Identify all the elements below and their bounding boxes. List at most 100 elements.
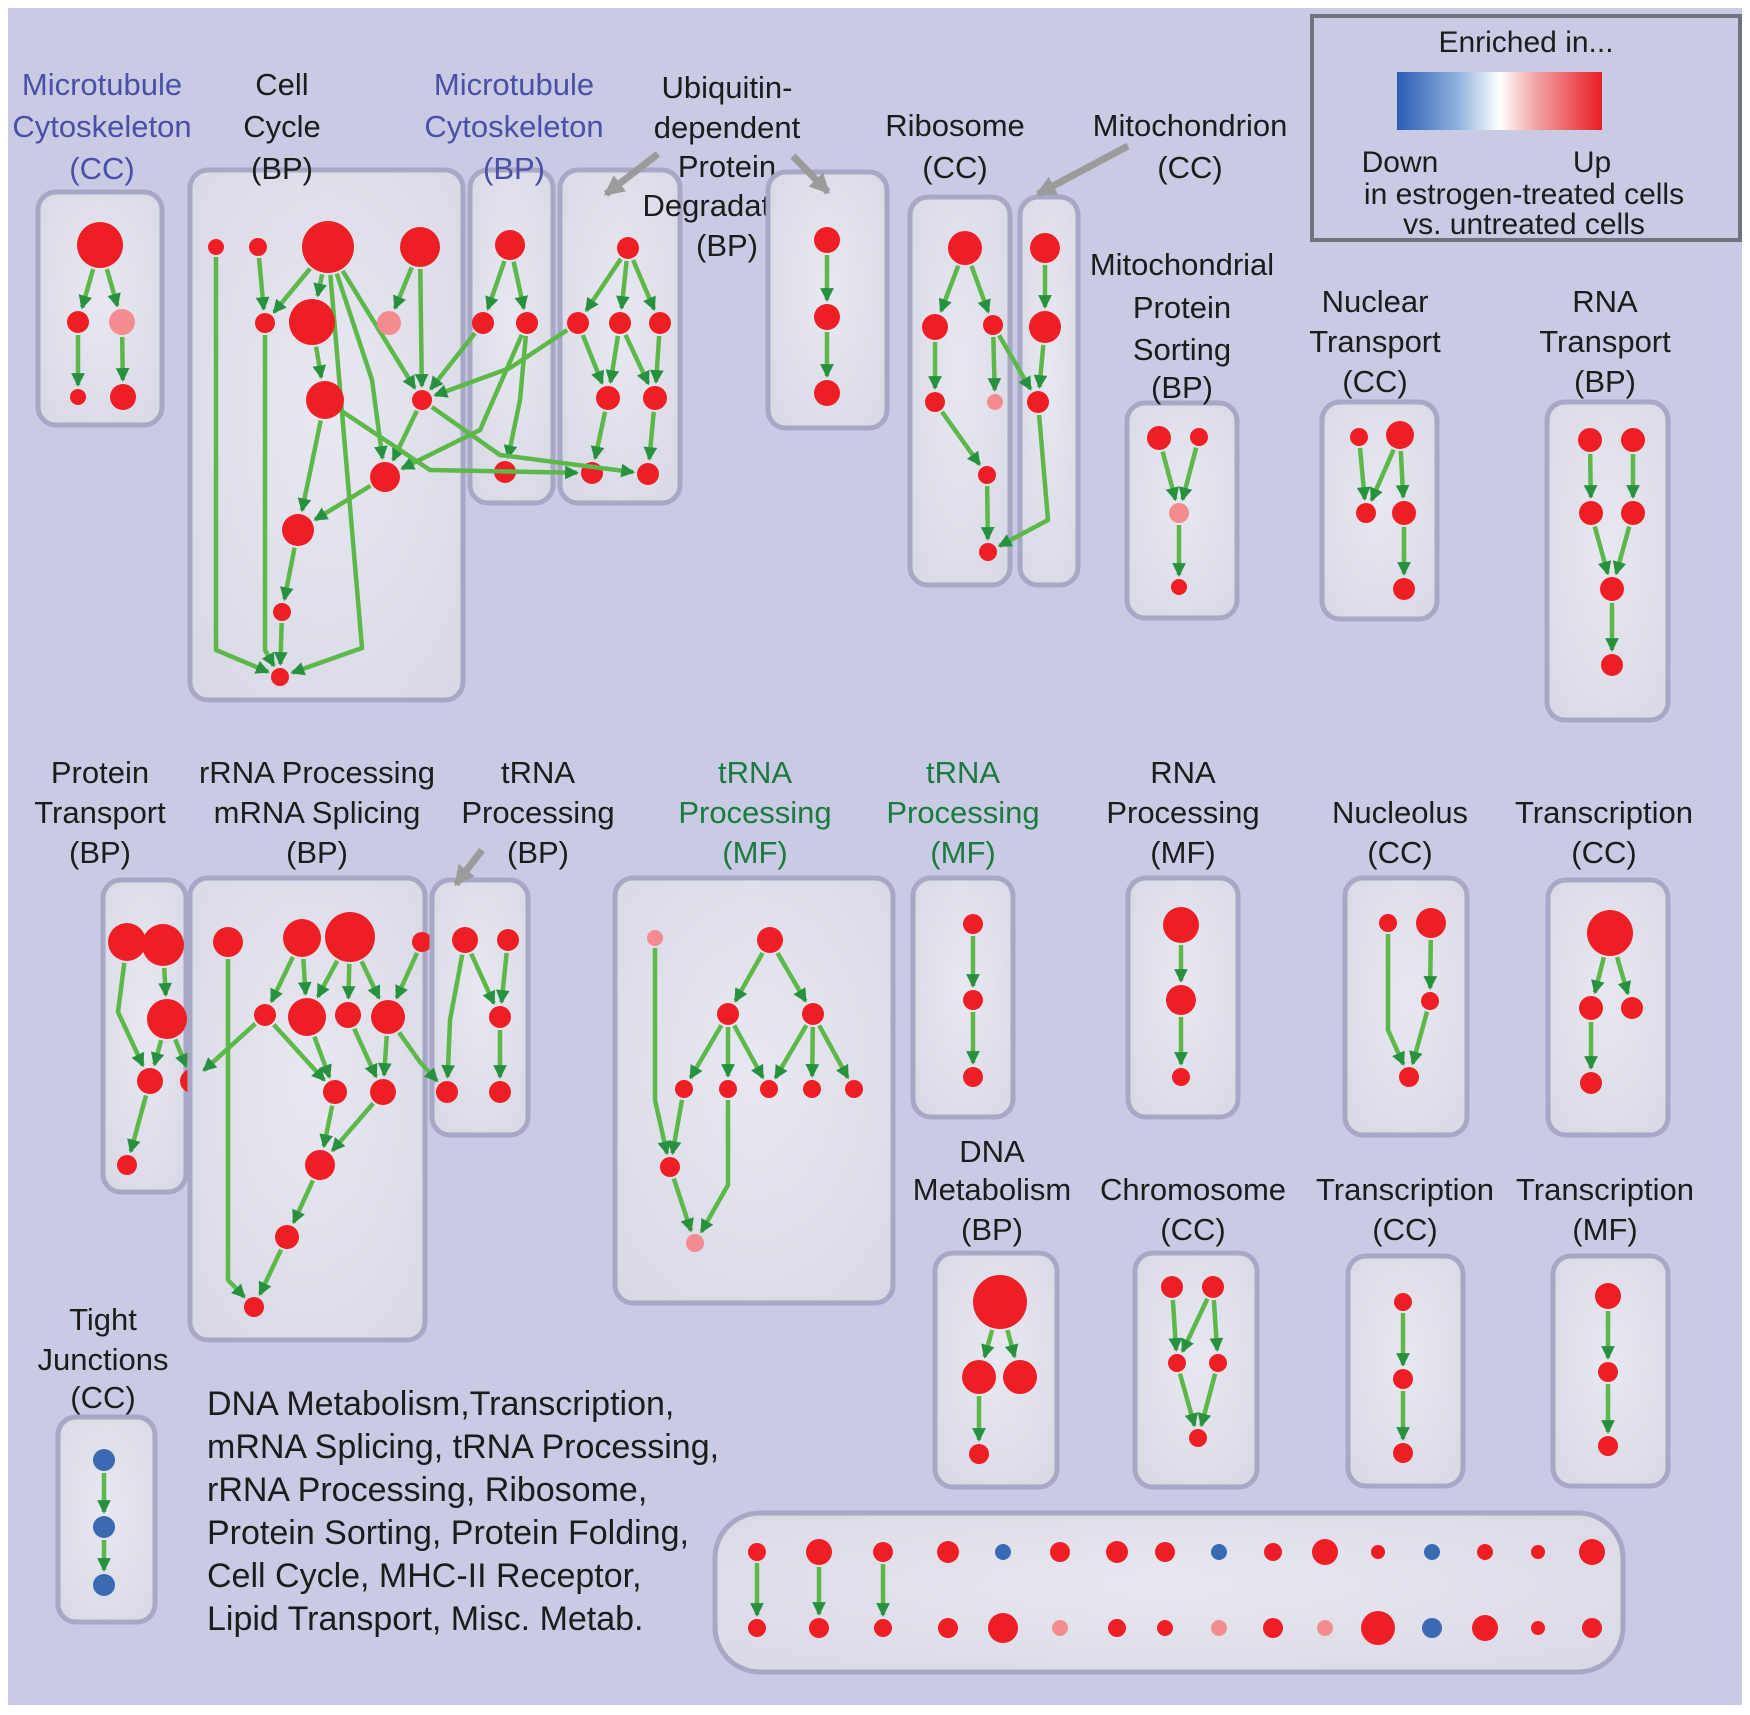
- edge-arrow: [257, 1248, 284, 1297]
- go-term-node: [1399, 1067, 1419, 1087]
- cross-edge-arrow: [397, 1031, 439, 1083]
- legend-gradient-bar: [1397, 72, 1602, 130]
- cluster-label: Chromosome (CC): [1100, 1172, 1286, 1247]
- go-term-node: [117, 1155, 137, 1175]
- go-term-node: [1578, 428, 1602, 452]
- go-term-node: [93, 1516, 115, 1538]
- edge-arrow: [649, 335, 664, 384]
- edge-arrow: [1614, 956, 1632, 996]
- go-term-node: [987, 394, 1003, 410]
- go-term-node: [109, 309, 135, 335]
- cluster-ribosome-cc: Ribosome (CC): [885, 108, 1025, 588]
- go-term-node: [1161, 1276, 1183, 1298]
- cluster-box: [612, 875, 896, 1306]
- go-term-node: [516, 312, 538, 334]
- go-term-node: [1155, 1542, 1175, 1562]
- cross-edge-arrow: [428, 331, 477, 391]
- edge-arrow: [1385, 934, 1406, 1066]
- edge-arrow: [817, 1024, 850, 1080]
- edge-arrow: [340, 269, 417, 390]
- go-term-node: [254, 1004, 276, 1026]
- edge-arrow: [115, 962, 145, 1068]
- go-term-node: [1601, 654, 1623, 676]
- edge-arrow: [987, 336, 1002, 392]
- go-term-node: [1579, 501, 1603, 525]
- go-term-node: [323, 1080, 347, 1104]
- cross-edge-arrow: [997, 334, 1033, 391]
- go-term-node: [137, 1068, 163, 1094]
- go-term-node: [814, 304, 840, 330]
- go-term-node: [93, 1449, 115, 1471]
- cluster-trna-processing-mf-1: tRNA Processing (MF): [612, 755, 896, 1306]
- edge-arrow: [158, 967, 172, 997]
- cross-edge-arrow: [400, 333, 524, 471]
- go-term-node: [1393, 1369, 1413, 1389]
- edge-arrow: [1160, 450, 1179, 502]
- go-term-node: [1621, 997, 1643, 1019]
- edge-arrow: [667, 1099, 685, 1156]
- go-term-node: [1421, 992, 1439, 1010]
- go-term-node: [108, 923, 146, 961]
- cluster-box: [1319, 399, 1440, 622]
- edge-arrow: [352, 1027, 379, 1079]
- go-term-node: [963, 990, 983, 1010]
- go-term-node: [948, 231, 982, 265]
- go-term-node: [1147, 426, 1171, 450]
- edge-arrow: [605, 335, 621, 385]
- edge-arrow: [1356, 447, 1371, 501]
- cluster-label: Transcription (MF): [1516, 1172, 1694, 1247]
- cluster-box: [1017, 194, 1081, 588]
- go-term-node: [1211, 1620, 1227, 1636]
- go-term-node: [70, 389, 86, 405]
- cluster-microtubule-cytoskeleton-cc: Microtubule Cytoskeleton (CC): [12, 67, 192, 428]
- edge-arrow: [1583, 453, 1598, 499]
- go-term-node: [988, 1613, 1018, 1643]
- edge-arrow: [1177, 1372, 1198, 1428]
- cluster-microtubule-cytoskeleton-bp: Microtubule Cytoskeleton (BP): [424, 67, 604, 506]
- edge-arrow: [391, 409, 419, 462]
- go-term-node: [370, 462, 400, 492]
- cluster-box: [467, 167, 556, 506]
- go-term-node: [452, 927, 478, 953]
- edge-arrow: [104, 268, 121, 308]
- cross-cluster-edges: [202, 328, 1051, 1083]
- cluster-transcription-cc: Transcription (CC): [1515, 795, 1693, 1138]
- cluster-tight-junctions-cc: Tight Junctions (CC): [38, 1302, 169, 1625]
- edge-arrow: [631, 259, 657, 311]
- go-term-node: [1598, 1436, 1618, 1456]
- cluster-dna-metabolism-bp: DNA Metabolism (BP): [913, 1134, 1071, 1490]
- cluster-rrna-processing-mrna-splicing-bp: rRNA Processing mRNA Splicing (BP): [187, 755, 435, 1343]
- go-term-node: [922, 314, 948, 340]
- cluster-cell-cycle-bp: Cell Cycle (BP): [187, 67, 466, 703]
- edge-arrow: [1197, 1373, 1218, 1428]
- cluster-label: Mitochondrion (CC): [1093, 108, 1288, 185]
- edge-arrow: [1409, 1011, 1430, 1066]
- edge-arrow: [688, 1024, 724, 1080]
- go-term-node: [814, 380, 840, 406]
- go-term-node: [289, 299, 335, 345]
- go-term-node: [937, 1541, 959, 1563]
- edge-arrow: [938, 264, 961, 313]
- edge-arrow: [671, 1177, 694, 1233]
- go-term-node: [1392, 501, 1416, 525]
- edge-arrow: [297, 420, 323, 513]
- edge-arrow: [1369, 448, 1396, 502]
- go-term-node: [208, 239, 224, 255]
- go-term-node: [938, 1618, 958, 1638]
- cluster-box: [932, 1250, 1060, 1490]
- legend-title: Enriched in...: [1438, 26, 1613, 59]
- go-term-node: [412, 932, 432, 952]
- go-term-node: [1029, 311, 1061, 343]
- edge-arrow: [225, 959, 246, 1299]
- go-term-node: [643, 386, 667, 410]
- go-term-node: [244, 1297, 264, 1317]
- cluster-label: Microtubule Cytoskeleton (CC): [12, 67, 191, 186]
- go-term-node: [1621, 501, 1645, 525]
- edge-arrow: [1395, 450, 1410, 499]
- go-term-node: [962, 1360, 996, 1394]
- go-term-node: [760, 1080, 778, 1098]
- go-term-node: [963, 914, 983, 934]
- cluster-label: Tight Junctions (CC): [38, 1302, 169, 1415]
